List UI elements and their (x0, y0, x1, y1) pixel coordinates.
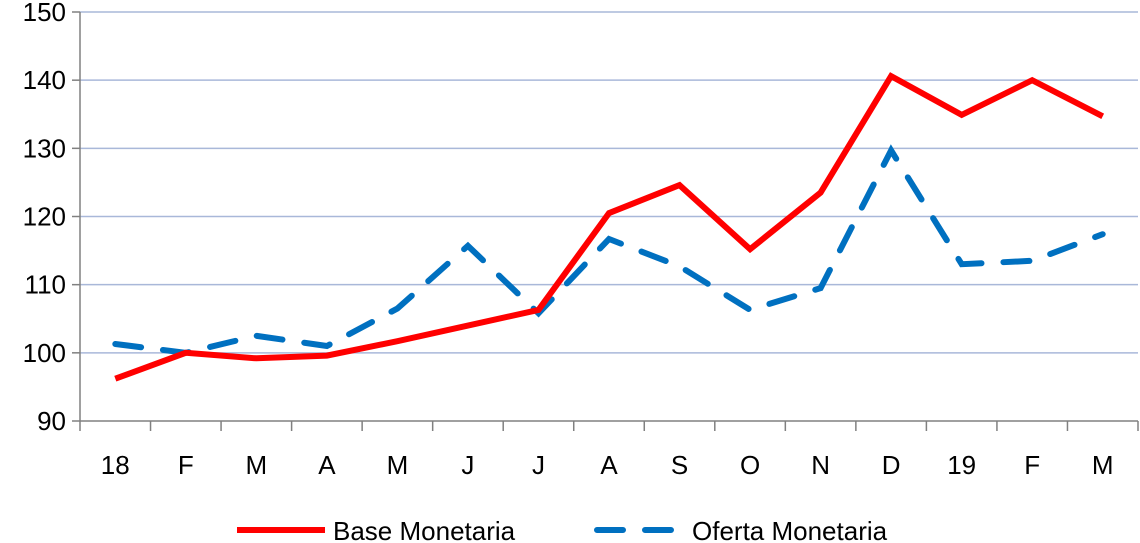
x-tick-label: 19 (947, 450, 976, 480)
y-tick-label: 150 (23, 0, 66, 27)
x-tick-label: J (532, 450, 545, 480)
x-tick-label: D (882, 450, 901, 480)
y-tick-label: 120 (23, 202, 66, 232)
series-line-oferta-monetaria (112, 144, 1106, 356)
y-tick-label: 140 (23, 65, 66, 95)
x-tick-label: A (600, 450, 618, 480)
x-tick-label: M (245, 450, 267, 480)
y-tick-label: 130 (23, 133, 66, 163)
legend-label-base-monetaria: Base Monetaria (333, 516, 516, 543)
legend-label-oferta-monetaria: Oferta Monetaria (692, 516, 888, 543)
x-tick-label: F (1024, 450, 1040, 480)
x-axis-ticks: 18 F M A M J J A S O N D 19 F M (79, 421, 1139, 480)
x-tick-label: J (461, 450, 474, 480)
y-axis-ticks: 90 100 110 120 130 140 150 (23, 0, 80, 436)
series-line-base-monetaria (114, 72, 1105, 382)
x-tick-label: 18 (101, 450, 130, 480)
series-layer (112, 72, 1106, 382)
x-tick-label: F (178, 450, 194, 480)
y-tick-label: 90 (37, 406, 66, 436)
x-tick-label: M (1092, 450, 1114, 480)
y-tick-label: 100 (23, 338, 66, 368)
x-tick-label: A (318, 450, 336, 480)
y-tick-label: 110 (25, 270, 66, 300)
x-tick-label: S (671, 450, 688, 480)
gridlines (80, 11, 1138, 354)
x-tick-label: O (740, 450, 760, 480)
legend: Base Monetaria Oferta Monetaria (237, 516, 888, 543)
x-tick-label: M (387, 450, 409, 480)
x-tick-label: N (811, 450, 830, 480)
